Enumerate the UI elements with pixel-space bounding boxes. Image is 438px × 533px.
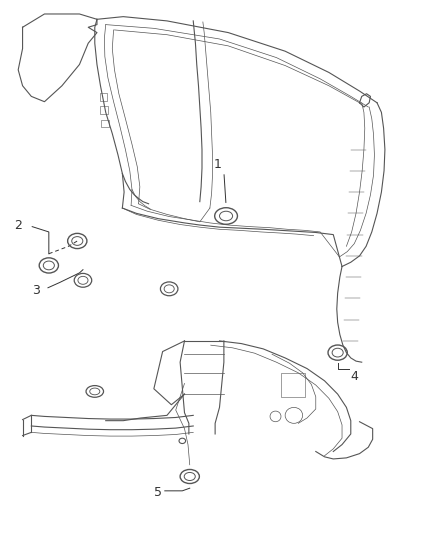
Text: 4: 4 — [349, 370, 357, 383]
Bar — [101, 120, 109, 127]
Text: 5: 5 — [153, 486, 161, 499]
Bar — [100, 107, 108, 114]
Bar — [280, 373, 304, 397]
Bar — [99, 93, 107, 101]
Text: 1: 1 — [213, 158, 221, 171]
Text: 2: 2 — [14, 219, 21, 231]
Text: 3: 3 — [32, 284, 40, 297]
